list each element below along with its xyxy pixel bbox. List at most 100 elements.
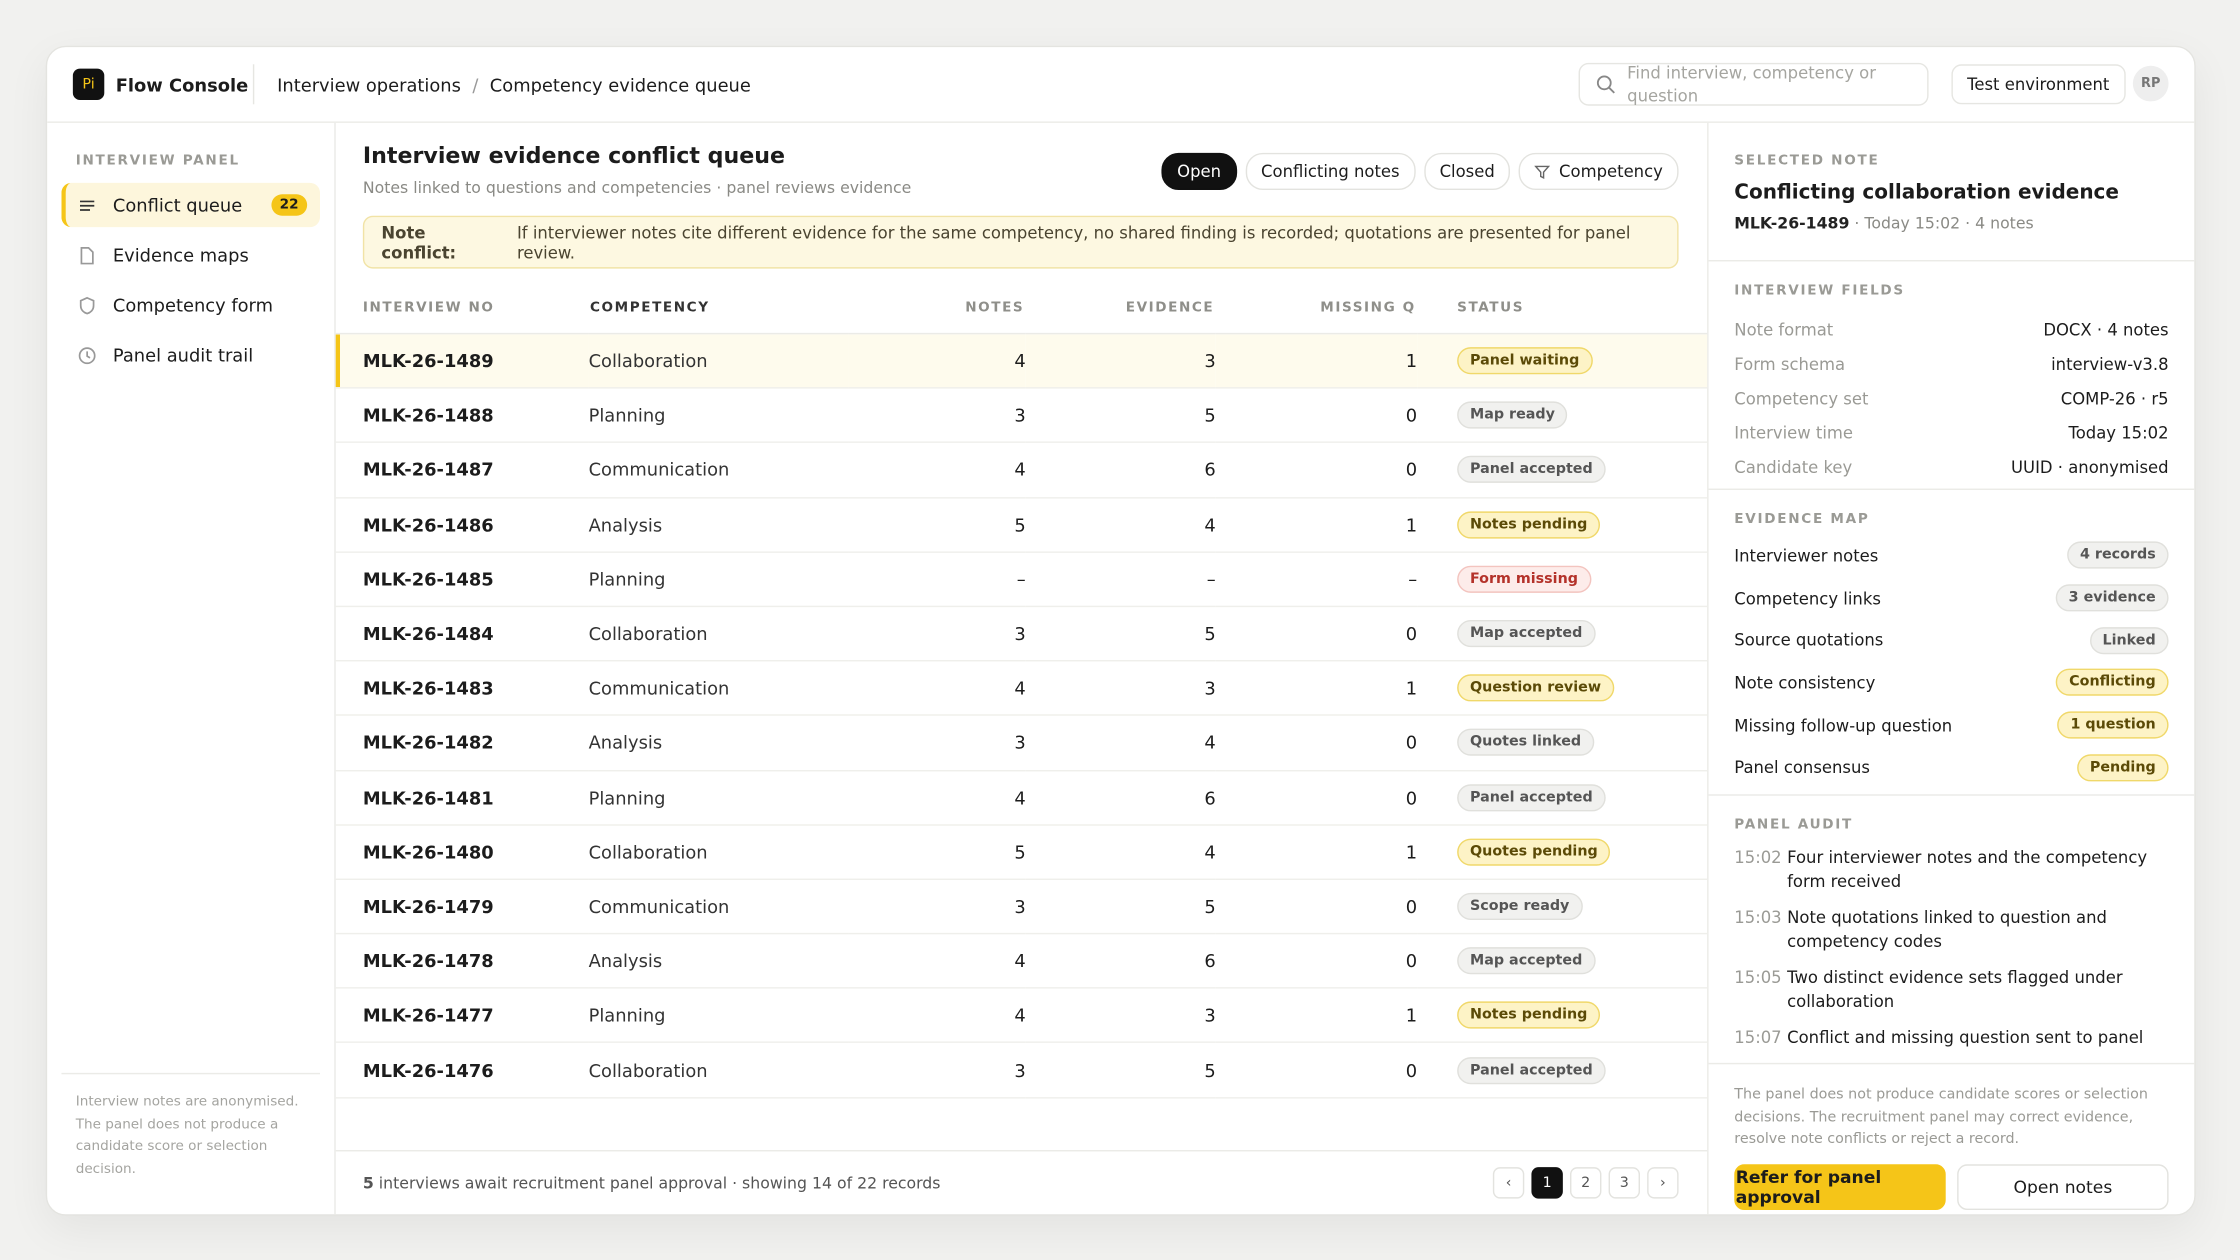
cell-id: MLK-26-1489 [335, 333, 589, 389]
page-button[interactable]: 1 [1531, 1167, 1563, 1199]
cell-competency: Analysis [588, 715, 849, 771]
table-row[interactable]: MLK-26-1489 Collaboration 4 3 1 Panel waiting [335, 333, 1708, 389]
audit-text: Conflict and missing question sent to pa… [1787, 1027, 2144, 1048]
alert-label: Note conflict: [381, 222, 457, 263]
nav-icon [79, 199, 95, 211]
cell-competency: Collaboration [588, 606, 849, 662]
table-row[interactable]: MLK-26-1484 Collaboration 3 5 0 Map accepted [335, 606, 1708, 662]
cell-notes: 5 [848, 497, 1026, 553]
crumb[interactable]: Interview operations [277, 73, 461, 95]
evidence-map: EVIDENCE MAP Interviewer notes 4 records C… [1708, 490, 2195, 796]
nav-item[interactable]: Conflict queue 22 [61, 182, 320, 228]
cell-id: MLK-26-1485 [335, 551, 589, 608]
table-row[interactable]: MLK-26-1486 Analysis 5 4 1 Notes pending [335, 497, 1708, 553]
table-row[interactable]: MLK-26-1488 Planning 3 5 0 Map ready [335, 388, 1708, 444]
table-row[interactable]: MLK-26-1487 Communication 4 6 0 Panel accepte… [335, 442, 1708, 498]
table-row[interactable]: MLK-26-1477 Planning 4 3 1 Notes pending [335, 988, 1708, 1044]
status-pill: Map accepted [1457, 947, 1596, 975]
nav-icon [78, 346, 96, 364]
cell-notes: 4 [848, 933, 1026, 989]
nav-label: Conflict queue [112, 194, 243, 216]
cell-status: Panel accepted [1417, 1042, 1708, 1099]
page-button[interactable]: › [1647, 1167, 1679, 1199]
audit-text: Note quotations linked to question and c… [1787, 907, 2107, 952]
cell-status: Panel accepted [1417, 769, 1708, 826]
cell-evidence: – [1025, 551, 1216, 608]
app-name: Flow Console [115, 73, 249, 95]
top-bar: Pi Flow Console Interview operations / C… [47, 47, 2195, 123]
filter-icon [1534, 164, 1551, 179]
cell-notes: – [848, 551, 1026, 608]
refer-button[interactable]: Refer for panel approval [1734, 1164, 1946, 1210]
field-key: Form schema [1734, 354, 1846, 375]
table-row[interactable]: MLK-26-1478 Analysis 4 6 0 Map accepted [335, 933, 1708, 989]
cell-status: Scope ready [1417, 879, 1708, 935]
cell-id: MLK-26-1487 [335, 442, 589, 498]
field-row: Competency set COMP-26 · r5 [1734, 381, 2168, 415]
map-row: Competency links 3 evidence [1734, 577, 2169, 619]
note-meta: Today 15:02 · 4 notes [1864, 214, 2034, 233]
cell-status: Map ready [1417, 388, 1708, 444]
cell-competency: Analysis [588, 497, 849, 553]
search[interactable]: Find interview, competency or question [1578, 62, 1929, 106]
table-row[interactable]: MLK-26-1485 Planning – – – Form missing [335, 551, 1708, 608]
cell-notes: 3 [848, 606, 1026, 662]
field-value: COMP-26 · r5 [2060, 388, 2169, 409]
table-row[interactable]: MLK-26-1479 Communication 3 5 0 Scope ready [335, 879, 1708, 935]
cell-missing: 1 [1215, 497, 1418, 553]
filter-button[interactable]: Conflicting notes [1245, 152, 1416, 190]
status-pill: Quotes linked [1457, 729, 1594, 757]
table-row[interactable]: MLK-26-1483 Communication 4 3 1 Question revi… [335, 660, 1708, 717]
cell-notes: 4 [848, 442, 1026, 498]
table-row[interactable]: MLK-26-1481 Planning 4 6 0 Panel accepted [335, 769, 1708, 826]
filter-button[interactable]: Closed [1423, 152, 1511, 190]
column-header: INTERVIEW NO [335, 281, 589, 335]
avatar[interactable]: RP [2132, 65, 2169, 102]
cell-id: MLK-26-1483 [335, 660, 589, 717]
audit-time: 15:07 [1734, 1027, 1782, 1048]
cell-status: Quotes pending [1417, 824, 1708, 880]
cell-competency: Communication [588, 442, 849, 498]
nav-item[interactable]: Panel audit trail [61, 333, 320, 377]
audit-time: 15:02 [1734, 847, 1782, 868]
filters: Open Conflicting notes Closed Competency [1161, 152, 1679, 190]
section-label: PANEL AUDIT [1734, 817, 1854, 833]
table-row[interactable]: MLK-26-1482 Analysis 3 4 0 Quotes linked [335, 715, 1708, 771]
crumb: Competency evidence queue [489, 73, 751, 95]
map-value: 1 question [2057, 711, 2169, 739]
breadcrumb: Interview operations / Competency eviden… [277, 74, 751, 95]
cell-notes: 3 [848, 388, 1026, 444]
status-pill: Quotes pending [1457, 838, 1611, 866]
nav-icon [80, 246, 94, 264]
nav-item[interactable]: Evidence maps [61, 233, 320, 277]
table-row[interactable]: MLK-26-1476 Collaboration 3 5 0 Panel accepte… [335, 1042, 1708, 1099]
cell-status: Map accepted [1417, 606, 1708, 662]
cell-missing: 0 [1215, 388, 1418, 444]
table-row[interactable]: MLK-26-1480 Collaboration 5 4 1 Quotes pendin… [335, 824, 1708, 880]
map-value: Linked [2089, 626, 2169, 654]
nav-item[interactable]: Competency form [61, 283, 320, 327]
filter-label: Competency [1559, 161, 1663, 182]
field-value: DOCX · 4 notes [2043, 319, 2169, 340]
map-row: Missing follow-up question 1 question [1734, 704, 2169, 746]
cell-evidence: 4 [1025, 715, 1216, 771]
cell-notes: 3 [848, 1042, 1026, 1099]
field-key: Candidate key [1734, 457, 1853, 478]
field-row: Form schema interview-v3.8 [1734, 347, 2168, 381]
filter-button[interactable]: Open [1161, 152, 1237, 190]
environment[interactable]: Test environment [1951, 64, 2126, 105]
cell-competency: Communication [588, 660, 849, 717]
page-button[interactable]: ‹ [1492, 1167, 1525, 1199]
page-button[interactable]: 3 [1608, 1167, 1640, 1199]
detail-note: The panel does not produce candidate sco… [1734, 1087, 2148, 1148]
page-button[interactable]: 2 [1569, 1167, 1602, 1199]
open-notes-button[interactable]: Open notes [1957, 1164, 2169, 1210]
cell-missing: 0 [1215, 606, 1418, 662]
cell-evidence: 3 [1025, 660, 1216, 717]
filter-button[interactable]: Competency [1519, 152, 1679, 190]
cell-id: MLK-26-1488 [335, 388, 589, 444]
cell-id: MLK-26-1480 [335, 824, 589, 880]
divider [252, 64, 255, 105]
